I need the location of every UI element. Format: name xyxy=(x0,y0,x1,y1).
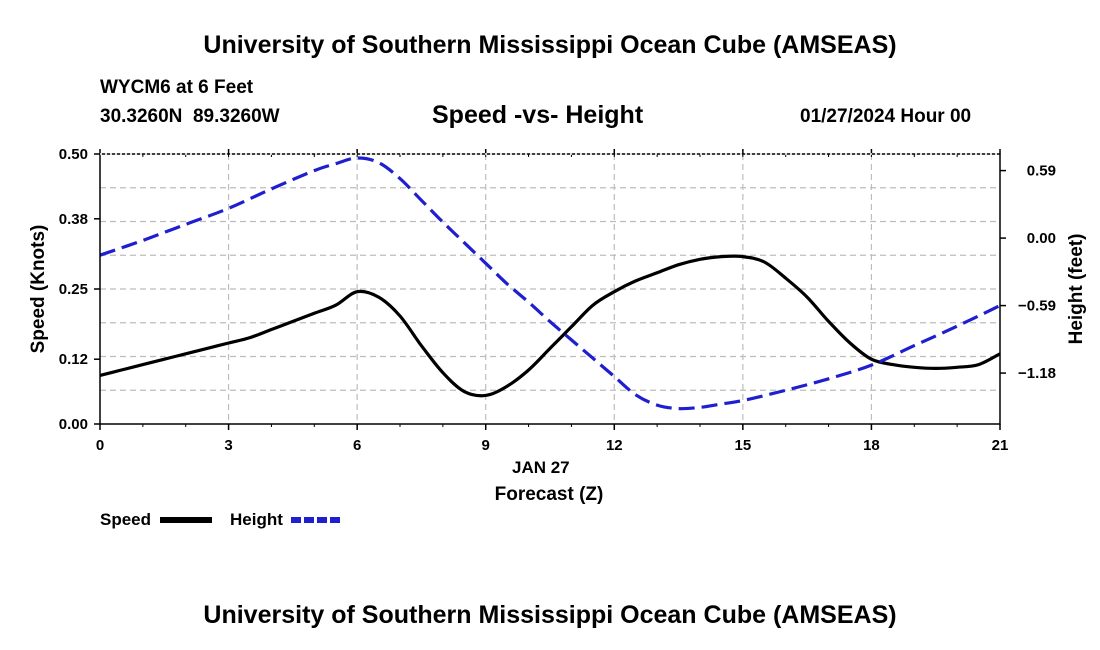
x-tick-label: 0 xyxy=(96,437,104,454)
legend-speed-label: Speed xyxy=(100,510,151,529)
y2-tick-label: −0.59 xyxy=(1018,298,1056,315)
forecast-datetime: 01/27/2024 Hour 00 xyxy=(800,106,972,127)
x-sublabel: JAN 27 xyxy=(512,458,570,477)
y2-tick-label: 0.00 xyxy=(1027,230,1056,247)
x-tick-label: 6 xyxy=(353,437,361,454)
chart: 0 3 6 9 12 15 18 21 0.00 0.12 0.25 0.38 0.50 0.59 0.00… xyxy=(28,146,1087,529)
x-tick-label: 18 xyxy=(863,437,880,454)
y-tick-label: 0.25 xyxy=(59,281,88,298)
footer-title: University of Southern Mississippi Ocean… xyxy=(203,601,897,629)
station-label: WYCM6 at 6 Feet xyxy=(100,77,254,98)
x-axis-label: Forecast (Z) xyxy=(495,484,604,505)
y2-tick-label: 0.59 xyxy=(1027,163,1056,180)
y-axis-label: Speed (Knots) xyxy=(28,225,49,354)
x-tick-label: 9 xyxy=(482,437,490,454)
x-tick-label: 12 xyxy=(606,437,623,454)
y-tick-label: 0.12 xyxy=(59,351,88,368)
ticks: 0 3 6 9 12 15 18 21 0.00 0.12 0.25 0.38 0.50 0.59 0.00… xyxy=(59,146,1056,454)
y-tick-label: 0.38 xyxy=(59,211,88,228)
chart-subtitle: Speed -vs- Height xyxy=(432,101,644,129)
series-layer xyxy=(99,156,1001,411)
x-tick-label: 3 xyxy=(224,437,232,454)
station-coords: 30.3260N 89.3260W xyxy=(100,106,280,127)
series-line-speed xyxy=(99,254,1001,398)
series-line-height xyxy=(99,156,1001,411)
grid xyxy=(100,154,1000,424)
page-title: University of Southern Mississippi Ocean… xyxy=(203,31,897,59)
y2-tick-label: −1.18 xyxy=(1018,365,1056,382)
y-tick-label: 0.00 xyxy=(59,416,88,433)
y-tick-label: 0.50 xyxy=(59,146,88,163)
legend-height-label: Height xyxy=(230,510,283,529)
x-tick-label: 15 xyxy=(735,437,752,454)
legend: Speed Height xyxy=(100,510,343,529)
y2-axis-label: Height (feet) xyxy=(1066,234,1087,345)
x-tick-label: 21 xyxy=(992,437,1009,454)
